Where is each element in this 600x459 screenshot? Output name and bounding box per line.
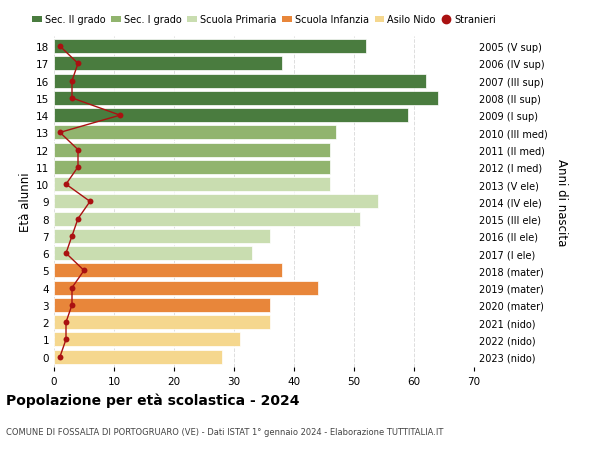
Point <box>67 95 77 102</box>
Bar <box>54 195 378 209</box>
Point <box>55 129 65 137</box>
Point <box>73 147 83 154</box>
Point <box>79 267 89 274</box>
Point <box>115 112 125 120</box>
Bar <box>54 57 282 71</box>
Point <box>61 336 71 343</box>
Point <box>67 302 77 309</box>
Point <box>55 44 65 51</box>
Point <box>67 284 77 292</box>
Bar <box>54 178 330 192</box>
Bar <box>54 264 282 278</box>
Legend: Sec. II grado, Sec. I grado, Scuola Primaria, Scuola Infanzia, Asilo Nido, Stran: Sec. II grado, Sec. I grado, Scuola Prim… <box>32 15 496 25</box>
Bar <box>54 298 270 312</box>
Bar <box>54 281 318 295</box>
Bar <box>54 246 252 261</box>
Bar <box>54 126 336 140</box>
Y-axis label: Anni di nascita: Anni di nascita <box>554 158 568 246</box>
Y-axis label: Età alunni: Età alunni <box>19 172 32 232</box>
Point <box>73 164 83 171</box>
Bar <box>54 212 360 226</box>
Bar <box>54 230 270 243</box>
Point <box>55 353 65 361</box>
Point <box>85 198 95 206</box>
Bar <box>54 109 408 123</box>
Bar <box>54 92 438 106</box>
Bar <box>54 74 426 89</box>
Bar <box>54 40 366 54</box>
Bar <box>54 315 270 330</box>
Text: COMUNE DI FOSSALTA DI PORTOGRUARO (VE) - Dati ISTAT 1° gennaio 2024 - Elaborazio: COMUNE DI FOSSALTA DI PORTOGRUARO (VE) -… <box>6 427 443 436</box>
Point <box>67 233 77 240</box>
Point <box>73 215 83 223</box>
Point <box>61 250 71 257</box>
Bar <box>54 333 240 347</box>
Bar <box>54 161 330 174</box>
Bar <box>54 350 222 364</box>
Bar <box>54 143 330 157</box>
Point <box>73 61 83 68</box>
Point <box>61 319 71 326</box>
Point <box>67 78 77 85</box>
Point <box>61 181 71 188</box>
Text: Popolazione per età scolastica - 2024: Popolazione per età scolastica - 2024 <box>6 392 299 407</box>
